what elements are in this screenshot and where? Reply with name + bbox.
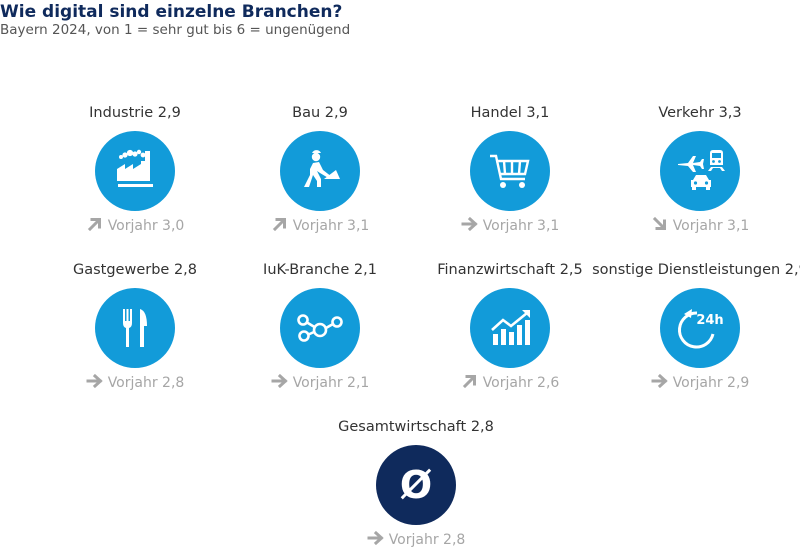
chart-subtitle: Bayern 2024, von 1 = sehr gut bis 6 = un…	[0, 22, 351, 38]
previous-year-label: Vorjahr 2,8	[388, 532, 466, 548]
construction-worker-icon	[280, 131, 360, 211]
sector-label: Finanzwirtschaft 2,5	[437, 262, 583, 278]
arrow-right-icon	[86, 374, 103, 388]
previous-year-value: Vorjahr 3,0	[25, 217, 245, 234]
previous-year-label: Vorjahr 2,1	[292, 375, 370, 391]
previous-year-label: Vorjahr 3,1	[482, 218, 560, 234]
average-symbol-icon: Ø	[376, 445, 456, 525]
previous-year-label: Vorjahr 2,6	[482, 375, 560, 391]
previous-year-value: Vorjahr 2,6	[400, 374, 620, 391]
previous-year-value: Vorjahr 3,1	[210, 217, 430, 234]
arrow-right-icon	[461, 217, 478, 231]
factory-icon	[95, 131, 175, 211]
transport-icon	[660, 131, 740, 211]
previous-year-value: Vorjahr 2,1	[210, 374, 430, 391]
arrow-right-icon	[271, 374, 288, 388]
arrow-right-icon	[367, 531, 384, 545]
previous-year-label: Vorjahr 3,1	[672, 218, 750, 234]
shopping-cart-icon	[470, 131, 550, 211]
svg-text:24h: 24h	[696, 313, 723, 328]
sector-label: Gesamtwirtschaft 2,8	[338, 419, 494, 435]
sector-label: sonstige Dienstleistungen 2,9	[592, 262, 800, 278]
fork-knife-icon	[95, 288, 175, 368]
previous-year-value: Vorjahr 3,1	[590, 217, 800, 234]
previous-year-label: Vorjahr 3,0	[107, 218, 185, 234]
average-symbol: Ø	[400, 463, 432, 507]
chart-title: Wie digital sind einzelne Branchen?	[0, 2, 343, 22]
previous-year-label: Vorjahr 2,8	[107, 375, 185, 391]
sector-label: Industrie 2,9	[89, 105, 181, 121]
previous-year-value: Vorjahr 2,8	[306, 531, 526, 548]
arrow-right-icon	[651, 374, 668, 388]
arrow-down-right-icon	[652, 217, 666, 231]
previous-year-value: Vorjahr 3,1	[400, 217, 620, 234]
previous-year-label: Vorjahr 2,9	[672, 375, 750, 391]
sector-label: IuK-Branche 2,1	[263, 262, 377, 278]
arrow-up-right-icon	[87, 217, 101, 231]
network-nodes-icon	[280, 288, 360, 368]
sector-label: Verkehr 3,3	[658, 105, 742, 121]
sector-label: Handel 3,1	[470, 105, 550, 121]
previous-year-value: Vorjahr 2,9	[590, 374, 800, 391]
arrow-up-right-icon	[272, 217, 286, 231]
arrow-up-right-icon	[462, 374, 476, 388]
growth-chart-icon	[470, 288, 550, 368]
previous-year-value: Vorjahr 2,8	[25, 374, 245, 391]
previous-year-label: Vorjahr 3,1	[292, 218, 370, 234]
sector-label: Bau 2,9	[292, 105, 348, 121]
sector-label: Gastgewerbe 2,8	[72, 262, 198, 278]
24h-service-icon: 24h	[660, 288, 740, 368]
